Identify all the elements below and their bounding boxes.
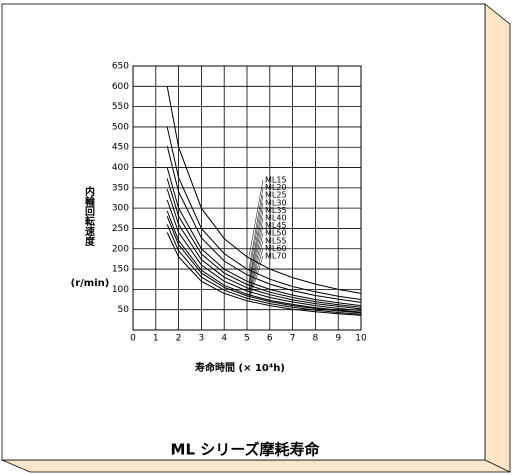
x-axis-label: 寿命時間 (× 10⁴h) [195,361,285,374]
series-label: ML20 [265,183,287,192]
leader-line [248,240,264,296]
x-tick-label: 2 [176,334,182,344]
y-tick-label: 350 [112,183,129,193]
y-tick-label: 550 [112,102,129,112]
y-tick-label: 250 [112,224,129,234]
series-line [166,86,362,294]
box-front [1,3,486,461]
x-tick-label: 3 [199,334,205,344]
series-line [166,210,362,313]
x-tick-label: 1 [153,334,159,344]
leader-line [248,217,264,288]
x-tick-label: 9 [335,334,341,344]
leader-line [248,187,264,270]
series-line [166,232,362,316]
leader-line [248,202,264,282]
y-tick-label: 50 [118,305,130,315]
series-line [166,126,362,300]
series-label: ML40 [265,214,287,223]
x-tick-label: 4 [221,334,227,344]
series-line [166,224,362,315]
x-tick-label: 5 [244,334,250,344]
y-tick-label: 650 [112,62,129,72]
series-label: ML15 [265,176,287,185]
series-label: ML30 [265,198,287,207]
leader-line [248,248,264,299]
series-line [166,199,362,311]
y-tick-label: 100 [112,285,129,295]
y-tick-label: 500 [112,122,129,132]
leader-line [248,233,264,295]
leader-line [248,255,264,301]
series-label: ML50 [265,229,287,238]
series-label: ML55 [265,236,287,245]
series-line [166,216,362,314]
series-line [166,178,362,308]
y-tick-label: 600 [112,82,129,92]
series-label: ML35 [265,206,287,215]
series-label: ML45 [265,221,287,230]
y-tick-label: 450 [112,143,129,153]
y-tick-label: 150 [112,265,129,275]
y-axis-unit: (r/min) [71,278,110,289]
y-axis-label: 内輪回転速度 [83,185,95,247]
leader-line [248,179,264,257]
y-tick-label: 400 [112,163,129,173]
x-tick-label: 10 [355,334,367,344]
x-tick-label: 8 [313,334,319,344]
y-tick-label: 300 [112,204,129,214]
box-edge [484,459,511,473]
leader-line [248,195,264,275]
chart-title: ML シリーズ摩耗寿命 [171,441,321,459]
series-line [166,188,362,310]
leader-line [248,225,264,292]
x-tick-label: 0 [130,334,136,344]
series-label: ML25 [265,191,287,200]
series-label: ML70 [265,252,287,261]
series-line [166,167,362,307]
y-tick-label: 200 [112,244,129,254]
leader-line [248,210,264,285]
x-tick-label: 7 [290,334,296,344]
series-label: ML60 [265,244,287,253]
series-line [166,145,362,303]
x-tick-label: 6 [267,334,273,344]
